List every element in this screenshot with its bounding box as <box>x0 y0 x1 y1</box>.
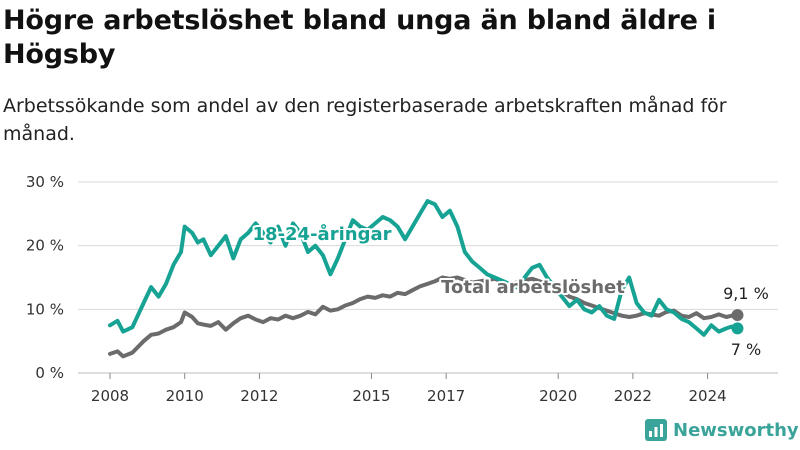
page-title: Högre arbetslöshet bland unga än bland ä… <box>3 5 716 70</box>
brand-logo: Newsworthy <box>645 419 799 441</box>
bar-chart-logo-icon <box>645 419 667 441</box>
youth-end-point <box>731 322 744 335</box>
x-tick-label: 2010 <box>166 387 204 405</box>
total-series-label: Total arbetslöshet <box>441 277 625 298</box>
total-series-line <box>108 275 740 359</box>
youth-end-value-label: 7 % <box>731 340 761 359</box>
x-tick-label: 2017 <box>427 387 465 405</box>
total-end-value-label: 9,1 % <box>723 284 769 303</box>
total-end-point <box>731 309 744 322</box>
x-tick-label: 2022 <box>614 387 652 405</box>
youth-series-line <box>108 199 740 337</box>
x-tick-label: 2012 <box>240 387 278 405</box>
youth-series-label: 18-24-åringar <box>253 223 392 245</box>
x-tick-label: 2015 <box>352 387 390 405</box>
x-tick-label: 2024 <box>689 387 727 405</box>
y-tick-label: 20 % <box>26 237 64 255</box>
x-tick-label: 2008 <box>91 387 129 405</box>
y-tick-label: 30 % <box>26 173 64 191</box>
y-tick-label: 10 % <box>26 300 64 318</box>
y-tick-label: 0 % <box>35 364 64 382</box>
brand-name: Newsworthy <box>673 419 799 441</box>
x-tick-label: 2020 <box>539 387 577 405</box>
page-subtitle: Arbetssökande som andel av den registerb… <box>3 95 727 145</box>
